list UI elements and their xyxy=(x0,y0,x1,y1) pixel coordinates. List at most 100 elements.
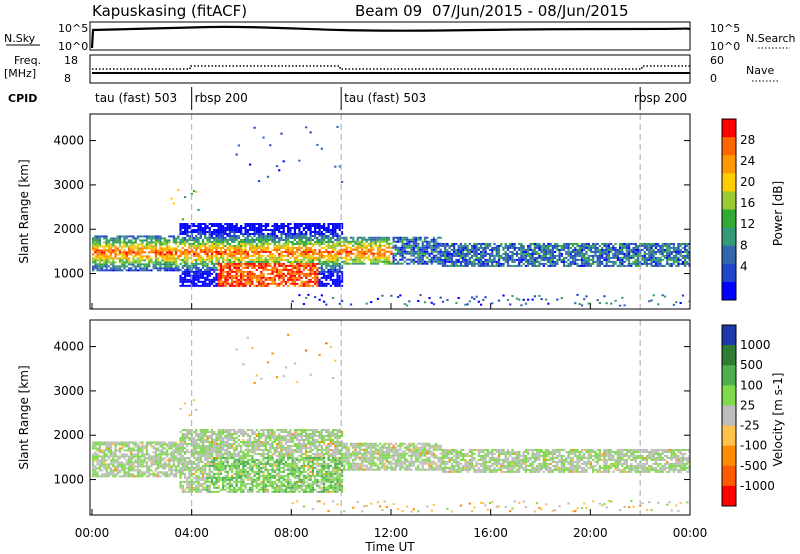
power-cell xyxy=(168,253,171,256)
power-cell xyxy=(255,280,258,283)
power-cell xyxy=(302,244,306,247)
power-cell xyxy=(116,247,119,250)
power-cell xyxy=(287,278,290,281)
power-cell xyxy=(666,246,669,249)
power-cell xyxy=(327,234,330,237)
velocity-cell xyxy=(204,470,207,473)
power-cell xyxy=(264,240,267,243)
power-cell xyxy=(215,268,218,271)
power-cell xyxy=(627,252,631,255)
power-cell xyxy=(231,227,234,230)
power-cell xyxy=(524,248,528,251)
power-cell xyxy=(659,244,662,247)
power-cell xyxy=(170,253,173,256)
power-cell xyxy=(634,258,637,261)
power-cell xyxy=(148,269,151,272)
power-cell xyxy=(684,260,687,263)
power-cell xyxy=(282,229,285,231)
power-cell xyxy=(278,270,281,273)
power-cell xyxy=(222,236,225,239)
power-cell xyxy=(473,250,476,253)
power-cell xyxy=(118,239,122,242)
power-cell xyxy=(289,278,292,281)
power-cell xyxy=(663,248,667,251)
power-cell xyxy=(208,282,211,285)
power-cell xyxy=(296,262,299,265)
power-cell xyxy=(136,235,140,238)
power-cell xyxy=(399,250,402,253)
power-cell xyxy=(329,258,332,261)
velocity-cell xyxy=(204,448,207,451)
power-cell xyxy=(98,269,101,272)
power-cell xyxy=(325,284,328,287)
power-cell xyxy=(618,250,622,253)
power-cell xyxy=(251,223,254,226)
power-cell xyxy=(246,272,249,275)
power-cell xyxy=(650,250,653,253)
power-cell xyxy=(314,240,317,243)
power-cell xyxy=(338,165,341,168)
power-cell xyxy=(219,256,223,259)
power-cell xyxy=(305,231,308,233)
power-cell xyxy=(157,251,160,254)
velocity-cell xyxy=(201,437,205,439)
power-cell xyxy=(305,225,308,228)
power-cell xyxy=(237,282,241,285)
power-cell xyxy=(538,254,541,257)
power-cell xyxy=(296,254,299,257)
colorbar-tick-label: 16 xyxy=(740,196,755,210)
colorbar-tick-label: 8 xyxy=(740,238,748,252)
velocity-cell xyxy=(201,472,205,475)
power-cell xyxy=(293,250,297,253)
power-cell xyxy=(327,250,330,253)
power-cell xyxy=(354,240,357,243)
power-cell xyxy=(318,234,321,237)
power-cell xyxy=(504,252,507,255)
velocity-cell xyxy=(206,454,209,457)
velocity-cell xyxy=(109,473,113,476)
power-cell xyxy=(437,256,440,259)
power-cell xyxy=(450,264,454,267)
power-cell xyxy=(610,242,613,245)
power-cell xyxy=(237,278,241,281)
power-cell xyxy=(226,258,229,261)
power-cell xyxy=(150,257,153,260)
velocity-cell xyxy=(116,471,119,474)
power-cell xyxy=(163,263,167,266)
power-cell xyxy=(331,246,335,249)
velocity-cell xyxy=(130,457,133,460)
power-cell xyxy=(504,242,507,245)
power-cell xyxy=(307,242,310,245)
power-cell xyxy=(334,282,337,285)
power-cell xyxy=(248,248,252,251)
velocity-cell xyxy=(134,465,137,468)
power-cell xyxy=(197,270,200,273)
power-cell xyxy=(403,250,406,253)
power-cell xyxy=(228,229,232,231)
power-cell xyxy=(610,256,613,259)
power-cell xyxy=(213,242,216,245)
power-cell xyxy=(208,284,211,287)
power-cell xyxy=(309,262,312,265)
power-cell xyxy=(237,240,241,243)
power-cell xyxy=(536,256,539,259)
power-cell xyxy=(244,282,247,285)
power-cell xyxy=(383,238,386,241)
power-cell xyxy=(244,244,247,247)
velocity-cell xyxy=(186,435,189,437)
velocity-cell xyxy=(103,455,106,458)
power-cell xyxy=(181,223,184,226)
power-cell xyxy=(141,247,144,250)
velocity-cell xyxy=(109,449,113,452)
power-cell xyxy=(383,244,386,247)
power-cell xyxy=(130,245,133,248)
power-cell xyxy=(183,229,187,231)
power-cell xyxy=(145,241,149,244)
power-cell xyxy=(242,238,245,241)
power-cell xyxy=(121,259,124,262)
power-cell xyxy=(336,284,339,287)
power-cell xyxy=(473,254,476,257)
power-cell xyxy=(141,263,144,266)
power-cell xyxy=(343,250,346,253)
power-cell xyxy=(388,250,391,253)
